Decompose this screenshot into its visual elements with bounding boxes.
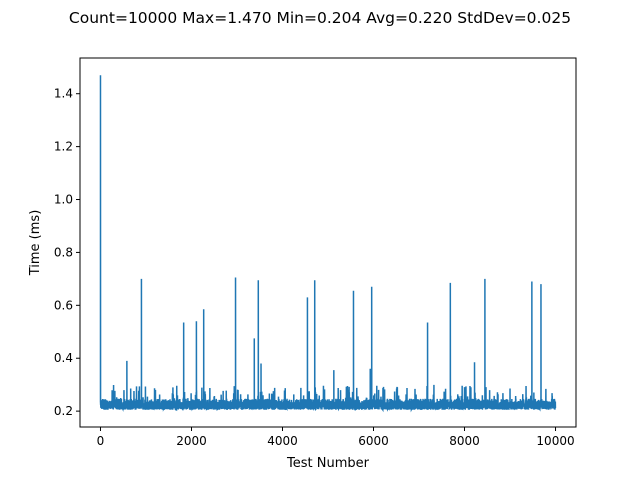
x-tick-label: 4000 (267, 434, 298, 448)
y-tick-label: 1.2 (54, 140, 73, 154)
x-tick-label: 6000 (358, 434, 389, 448)
y-tick-label: 0.6 (54, 298, 73, 312)
x-tick-label: 8000 (449, 434, 480, 448)
y-axis-label: Time (ms) (28, 210, 43, 277)
y-axis: 0.2 0.4 0.6 0.8 1.0 1.2 1.4 (54, 87, 80, 418)
y-tick-label: 0.2 (54, 404, 73, 418)
x-tick-label: 0 (97, 434, 105, 448)
y-tick-label: 1.0 (54, 193, 73, 207)
x-tick-label: 2000 (176, 434, 207, 448)
x-axis-label: Test Number (286, 456, 370, 471)
chart-title: Count=10000 Max=1.470 Min=0.204 Avg=0.22… (69, 9, 571, 27)
y-tick-label: 0.8 (54, 245, 73, 259)
plot-frame (79, 57, 577, 428)
y-tick-label: 0.4 (54, 351, 73, 365)
x-axis: 0 2000 4000 6000 8000 10000 (97, 427, 575, 448)
series-line (99, 75, 557, 413)
plot-area (99, 75, 557, 413)
x-tick-label: 10000 (536, 434, 574, 448)
y-tick-label: 1.4 (54, 87, 73, 101)
